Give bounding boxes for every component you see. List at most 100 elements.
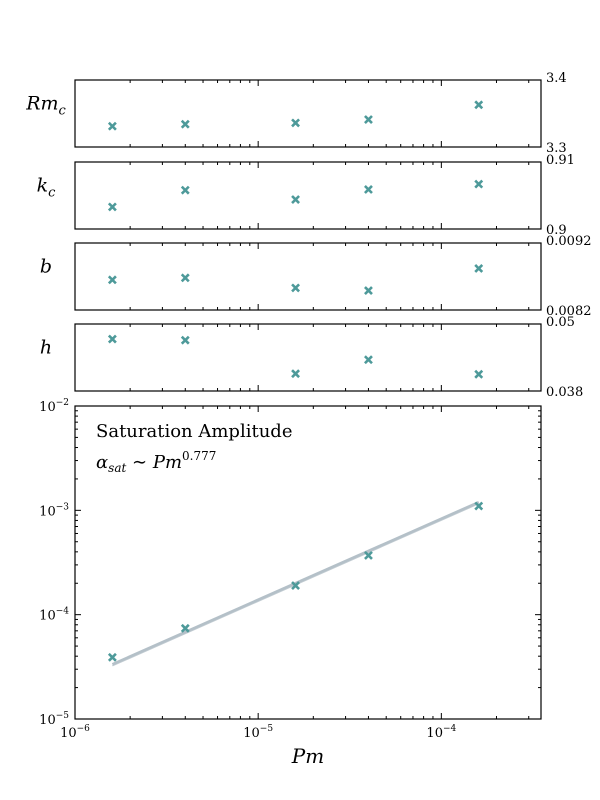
formula-rhs: Pm <box>152 452 182 473</box>
y-tick-label-rm-c-max: 3.4 <box>546 71 567 86</box>
data-point-b <box>180 273 190 283</box>
marker-stroke <box>107 275 117 285</box>
marker-stroke <box>180 119 190 129</box>
x-axis-label: Pm <box>291 744 324 768</box>
data-point-k-c <box>180 185 190 195</box>
axes-frame-saturation <box>74 405 542 720</box>
panels-group: 3.33.4Rmc0.90.91kc0.00820.0092b0.0380.05… <box>25 71 591 741</box>
annotation-title: Saturation Amplitude <box>96 421 292 442</box>
formula-exponent: 0.777 <box>182 449 216 463</box>
axes-frame-h <box>74 323 542 392</box>
data-point-b <box>107 275 117 285</box>
marker-stroke <box>291 195 300 204</box>
tick-exponent: −2 <box>56 398 69 408</box>
marker-stroke <box>291 118 300 128</box>
x-tick-label: 10−4 <box>426 724 456 741</box>
panel-h: 0.038 0.05 h <box>40 315 583 400</box>
data-point-saturation <box>107 652 117 662</box>
tick-exponent: −5 <box>260 724 274 734</box>
marker-stroke <box>107 121 117 131</box>
tick-base: 10 <box>426 726 443 741</box>
y-tick-label-b-max: 0.0092 <box>546 234 592 249</box>
data-point-k-c <box>291 195 300 204</box>
panel-k-c: 0.9 0.91 kc <box>37 153 575 238</box>
y-tick-label-k-c-max: 0.91 <box>546 153 575 168</box>
marker-stroke <box>291 369 300 379</box>
tick-exponent: −5 <box>56 711 70 721</box>
formula-op: ∼ <box>126 452 153 473</box>
axes-frame-rm-c <box>74 79 542 148</box>
marker-stroke <box>107 202 117 212</box>
axes-frame-k-c <box>74 161 542 230</box>
data-point-rm-c <box>107 121 117 131</box>
tick-exponent: −4 <box>443 724 457 734</box>
marker-stroke <box>180 273 190 283</box>
marker-stroke <box>180 185 190 195</box>
y-tick-label-h-min: 0.038 <box>546 385 583 400</box>
annotation-formula: αsat ∼ Pm0.777 <box>96 449 216 475</box>
panel-label-b: b <box>40 256 52 278</box>
data-point-h <box>291 369 300 379</box>
marker-stroke <box>180 335 190 345</box>
data-point-b <box>474 264 484 273</box>
tick-exponent: −3 <box>56 502 70 512</box>
marker-stroke <box>364 550 373 560</box>
marker-stroke <box>364 355 373 365</box>
marker-stroke <box>474 179 484 189</box>
data-point-saturation <box>180 623 190 633</box>
fit-line <box>111 500 480 666</box>
data-point-saturation <box>474 501 484 511</box>
marker-stroke <box>474 264 484 273</box>
data-point-saturation <box>291 581 300 591</box>
x-tick-label: 10−5 <box>243 724 273 741</box>
data-point-k-c <box>107 202 117 212</box>
y-tick-label-rm-c-min: 3.3 <box>546 141 567 156</box>
y-tick-label: 10−5 <box>39 711 69 728</box>
tick-exponent: −4 <box>56 607 70 617</box>
marker-stroke <box>107 334 117 344</box>
panel-label-main: b <box>40 256 52 278</box>
data-point-rm-c <box>291 118 300 128</box>
tick-base: 10 <box>39 504 56 519</box>
axes-frame-b <box>74 242 542 311</box>
x-tick-label: 10−6 <box>60 724 90 741</box>
panel-label-main: Rm <box>25 93 58 115</box>
data-point-saturation <box>364 550 373 560</box>
panel-label-subscript: c <box>59 104 67 119</box>
data-point-h <box>180 335 190 345</box>
marker-stroke <box>364 185 373 194</box>
data-point-k-c <box>474 179 484 189</box>
data-point-b <box>364 286 373 296</box>
tick-base: 10 <box>39 400 56 415</box>
data-point-h <box>364 355 373 365</box>
y-tick-label-b-min: 0.0082 <box>546 304 592 319</box>
panel-label-main: k <box>37 175 49 197</box>
tick-base: 10 <box>39 713 56 728</box>
tick-exponent: −6 <box>77 724 91 734</box>
formula-lhs: α <box>96 452 108 473</box>
marker-stroke <box>291 581 300 591</box>
marker-stroke <box>364 115 373 124</box>
marker-stroke <box>474 369 484 379</box>
data-point-b <box>291 283 300 293</box>
panel-label-k-c: kc <box>37 175 57 201</box>
tick-base: 10 <box>243 726 260 741</box>
tick-base: 10 <box>60 726 77 741</box>
data-point-h <box>107 334 117 344</box>
marker-stroke <box>474 100 484 110</box>
y-tick-label: 10−3 <box>39 502 69 519</box>
y-tick-label: 10−2 <box>39 398 69 415</box>
y-tick-label: 10−4 <box>39 607 69 624</box>
formula-lhs-sub: sat <box>108 461 126 475</box>
panel-label-h: h <box>40 337 52 359</box>
data-point-rm-c <box>180 119 190 129</box>
data-point-rm-c <box>474 100 484 110</box>
data-point-h <box>474 369 484 379</box>
marker-stroke <box>364 286 373 296</box>
panel-rm-c: 3.3 3.4 Rmc <box>25 71 566 156</box>
marker-stroke <box>107 652 117 662</box>
marker-stroke <box>291 283 300 293</box>
panel-label-subscript: c <box>48 186 56 201</box>
